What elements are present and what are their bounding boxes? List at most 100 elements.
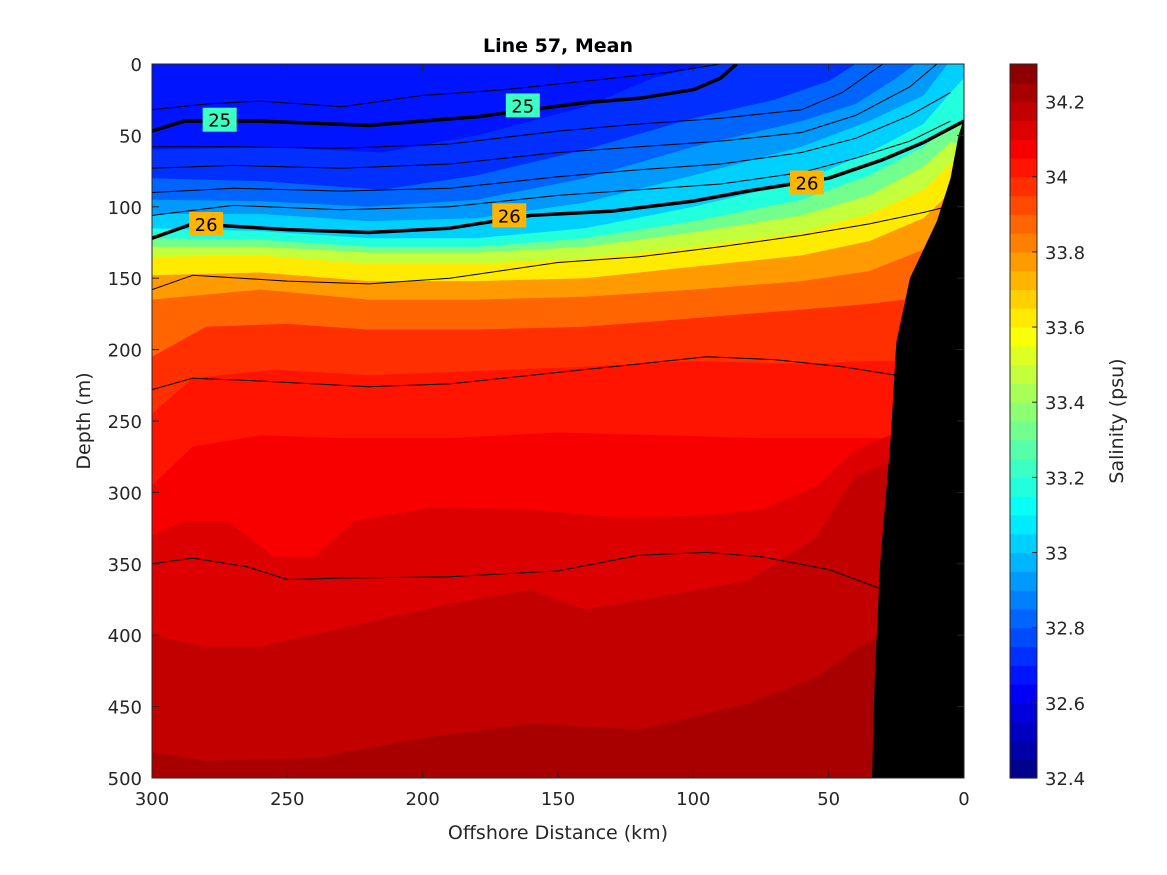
y-tick-label-7: 350	[108, 555, 142, 576]
colorbar-band-18	[1010, 421, 1037, 441]
y-tick-label-4: 200	[108, 341, 142, 362]
colorbar-band-27	[1010, 251, 1037, 272]
x-tick-label-4: 100	[676, 789, 710, 810]
density-isoline-2	[152, 64, 884, 149]
colorbar-tick-label-7: 33.8	[1045, 243, 1085, 264]
density-contour-labels: 25 25 26 26 26	[195, 96, 819, 236]
colorbar-band-13	[1010, 514, 1037, 535]
contour-label-6-2: 26	[796, 174, 819, 195]
colorbar-band-36	[1010, 82, 1037, 103]
colorbar-band-6	[1010, 646, 1037, 666]
x-tick-label-3: 150	[541, 789, 575, 810]
colorbar-band-4	[1010, 684, 1037, 704]
colorbar-band-33	[1010, 139, 1037, 159]
contour-label-gap	[202, 107, 237, 132]
colorbar-band-20	[1010, 383, 1037, 403]
colorbar-label: Salinity (psu)	[1106, 358, 1128, 483]
colorbar-frame	[1009, 63, 1038, 779]
density-isoline-8	[152, 356, 897, 391]
density-isoline-5	[152, 120, 951, 216]
density-isoline-9	[152, 551, 883, 590]
colorbar-tick-label-9: 34.2	[1045, 93, 1085, 114]
colorbar-band-19	[1010, 402, 1037, 422]
y-tick-label-2: 100	[108, 198, 142, 219]
colorbar-band-16	[1010, 458, 1037, 478]
x-tick-label-6: 0	[958, 789, 969, 810]
colorbar-band-26	[1010, 270, 1037, 291]
colorbar-band-14	[1010, 496, 1037, 516]
colorbar-band-0	[1010, 759, 1037, 779]
colorbar-tick-label-0: 32.4	[1045, 769, 1085, 790]
chart-title: Line 57, Mean	[483, 35, 633, 57]
salinity-band-15	[152, 635, 964, 778]
density-isoline-0	[152, 64, 721, 111]
colorbar-bands	[1010, 64, 1037, 779]
colorbar-tick-label-2: 32.8	[1045, 619, 1085, 640]
colorbar-tick-label-1: 32.6	[1045, 694, 1085, 715]
colorbar-band-3	[1010, 702, 1037, 723]
contour-label-gap	[505, 93, 540, 118]
colorbar-band-2	[1010, 721, 1037, 742]
y-tick-label-6: 300	[108, 483, 142, 504]
colorbar-band-21	[1010, 364, 1037, 385]
colorbar-band-24	[1010, 308, 1037, 328]
colorbar-band-15	[1010, 477, 1037, 497]
density-isoline-3	[152, 64, 938, 169]
contour-label-6-0: 26	[195, 215, 218, 236]
colorbar-tick-label-3: 33	[1045, 544, 1068, 565]
colorbar-band-32	[1010, 157, 1037, 178]
contour-label-6-1: 26	[498, 206, 521, 227]
colorbar-band-23	[1010, 327, 1037, 347]
x-tick-label-5: 50	[817, 789, 840, 810]
colorbar-band-1	[1010, 740, 1037, 760]
y-tick-label-9: 450	[108, 698, 142, 719]
colorbar-ticks: 32.4 32.6 32.8 33 33.2 33.4 33.6 33.8 34 34.2	[1032, 93, 1085, 790]
colorbar-band-8	[1010, 608, 1037, 629]
colorbar-tick-label-6: 33.6	[1045, 318, 1085, 339]
y-tick-label-1: 50	[119, 126, 142, 147]
contour-label-gap	[189, 211, 224, 236]
y-tick-label-5: 250	[108, 412, 142, 433]
contour-label-1-1: 25	[511, 96, 534, 117]
contour-label-1-0: 25	[208, 111, 231, 132]
colorbar-tick-label-5: 33.4	[1045, 393, 1085, 414]
colorbar-band-28	[1010, 233, 1037, 253]
y-axis-ticks: 0 50 100 150 200 250 300 350 400 450 500	[108, 55, 964, 790]
colorbar-band-17	[1010, 439, 1037, 460]
contour-label-gap	[790, 170, 825, 195]
colorbar-band-5	[1010, 665, 1037, 685]
y-axis-label: Depth (m)	[73, 372, 95, 469]
colorbar-band-37	[1010, 64, 1037, 84]
x-tick-label-1: 250	[270, 789, 304, 810]
plot-area	[152, 64, 964, 778]
colorbar-band-29	[1010, 214, 1037, 234]
x-tick-label-2: 200	[405, 789, 439, 810]
density-contour-lines	[152, 64, 964, 590]
colorbar-band-25	[1010, 289, 1037, 309]
colorbar: 32.4 32.6 32.8 33 33.2 33.4 33.6 33.8 34 34.2 Sal…	[1009, 63, 1128, 790]
density-isoline-7	[152, 202, 964, 291]
colorbar-band-22	[1010, 345, 1037, 366]
x-tick-label-0: 300	[135, 789, 169, 810]
density-isoline-6	[152, 119, 964, 240]
colorbar-band-7	[1010, 627, 1037, 648]
y-tick-label-10: 500	[108, 769, 142, 790]
colorbar-band-30	[1010, 195, 1037, 215]
density-isoline-4	[152, 92, 951, 193]
x-axis-label: Offshore Distance (km)	[448, 822, 668, 844]
y-tick-label-3: 150	[108, 269, 142, 290]
colorbar-band-31	[1010, 176, 1037, 197]
salinity-fills	[152, 64, 964, 778]
colorbar-tick-label-8: 34	[1045, 168, 1068, 189]
colorbar-band-35	[1010, 101, 1037, 121]
bathymetry-shape	[872, 118, 964, 778]
colorbar-band-9	[1010, 590, 1037, 610]
x-axis-ticks: 300 250 200 150 100 50 0	[135, 64, 970, 810]
colorbar-band-11	[1010, 552, 1037, 572]
contour-label-gap	[492, 203, 527, 228]
colorbar-band-34	[1010, 120, 1037, 140]
colorbar-tick-label-4: 33.2	[1045, 468, 1085, 489]
colorbar-band-10	[1010, 571, 1037, 591]
y-tick-label-0: 0	[131, 55, 142, 76]
